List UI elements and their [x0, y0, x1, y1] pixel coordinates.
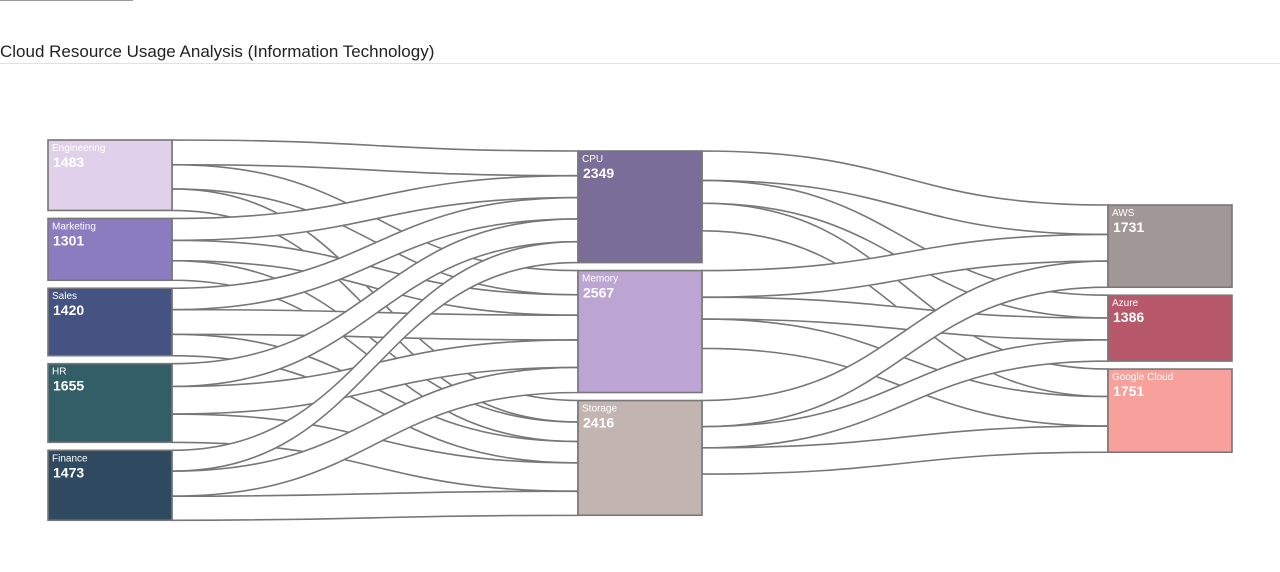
- node-label-memory: Memory: [582, 274, 618, 285]
- node-rect-marketing[interactable]: [47, 217, 173, 282]
- node-label-google-cloud: Google Cloud: [1112, 372, 1173, 383]
- top-divider: [0, 0, 133, 1]
- node-value-storage: 2416: [583, 415, 614, 431]
- node-label-cpu: CPU: [582, 154, 603, 165]
- node-rect-engineering[interactable]: [47, 139, 173, 212]
- node-value-google-cloud: 1751: [1113, 383, 1144, 399]
- node-label-storage: Storage: [582, 404, 617, 415]
- node-label-aws: AWS: [1112, 208, 1135, 219]
- node-value-marketing: 1301: [53, 232, 84, 248]
- node-label-engineering: Engineering: [52, 143, 105, 154]
- node-rect-finance[interactable]: [47, 449, 173, 522]
- node-value-finance: 1473: [53, 464, 84, 480]
- node-label-sales: Sales: [52, 291, 77, 302]
- node-value-hr: 1655: [53, 378, 84, 394]
- node-label-finance: Finance: [52, 453, 88, 464]
- node-rect-cpu[interactable]: [577, 150, 703, 264]
- node-rect-sales[interactable]: [47, 287, 173, 357]
- node-rect-hr[interactable]: [47, 362, 173, 444]
- node-label-azure: Azure: [1112, 298, 1139, 309]
- link-finance-to-storage[interactable]: [171, 490, 579, 522]
- node-value-cpu: 2349: [583, 165, 614, 181]
- node-value-aws: 1731: [1113, 219, 1144, 235]
- node-label-marketing: Marketing: [52, 221, 96, 232]
- node-value-engineering: 1483: [53, 154, 84, 170]
- chart-title: Cloud Resource Usage Analysis (Informati…: [0, 42, 435, 61]
- node-label-hr: HR: [52, 367, 66, 378]
- node-value-memory: 2567: [583, 285, 614, 301]
- title-divider: [0, 63, 1280, 64]
- node-rect-storage[interactable]: [577, 399, 703, 517]
- node-rect-memory[interactable]: [577, 269, 703, 394]
- node-rect-azure[interactable]: [1107, 294, 1233, 362]
- node-value-azure: 1386: [1113, 309, 1144, 325]
- node-rect-google-cloud[interactable]: [1107, 368, 1233, 454]
- node-rect-aws[interactable]: [1107, 204, 1233, 289]
- links-layer: [171, 139, 1109, 522]
- nodes-layer: Engineering1483Marketing1301Sales1420HR1…: [47, 139, 1233, 522]
- node-value-sales: 1420: [53, 302, 84, 318]
